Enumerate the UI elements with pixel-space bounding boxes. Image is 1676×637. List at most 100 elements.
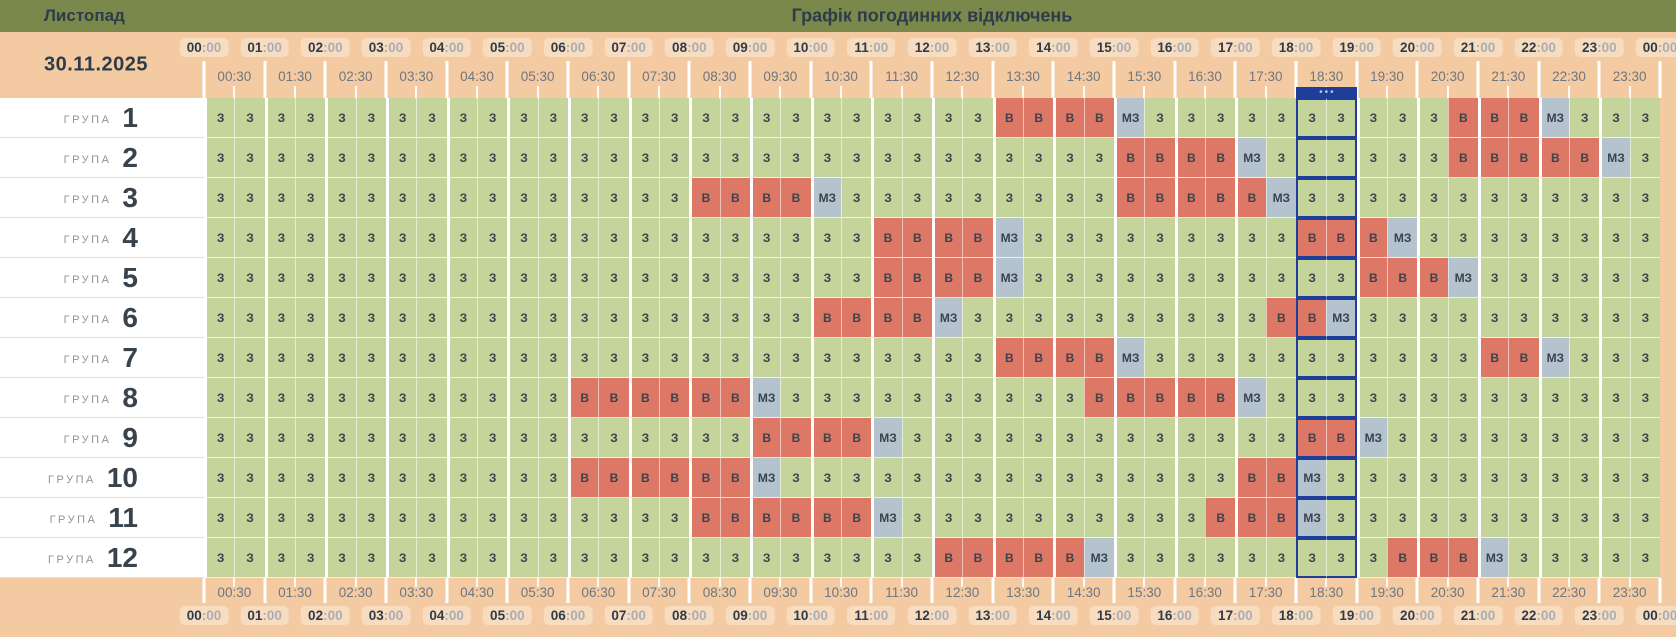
half-hour-label: 18:30 xyxy=(1309,69,1344,84)
group-row-label: ГРУПА 6 xyxy=(0,298,204,338)
group-row-label: ГРУПА 10 xyxy=(0,458,204,498)
schedule-cell: З xyxy=(750,338,781,378)
schedule-cell: З xyxy=(1478,258,1509,298)
schedule-cell: З xyxy=(841,338,872,378)
schedule-cell: З xyxy=(598,298,629,338)
schedule-cell: З xyxy=(1387,378,1418,418)
group-label-text: ГРУПА xyxy=(63,433,112,446)
half-hour-tick xyxy=(415,86,418,98)
hour-tick xyxy=(566,61,570,98)
hour-tick xyxy=(505,61,509,98)
schedule-cell: З xyxy=(1508,218,1539,258)
group-row-label: ГРУПА 8 xyxy=(0,378,204,418)
schedule-cell: МЗ xyxy=(1356,418,1387,458)
schedule-cell: З xyxy=(1144,418,1175,458)
schedule-cell: З xyxy=(537,298,568,338)
schedule-cell: МЗ xyxy=(810,178,841,218)
schedule-cell: З xyxy=(507,138,538,178)
hour-tick xyxy=(1658,578,1662,603)
half-hour-tick xyxy=(1264,578,1267,587)
schedule-cell: З xyxy=(1144,338,1175,378)
hour-label: 02:00 xyxy=(301,38,350,57)
half-hour-tick xyxy=(718,86,721,98)
schedule-cell: З xyxy=(355,458,386,498)
schedule-cell: З xyxy=(507,258,538,298)
group-cells: З З З З З З З З З З З З З З З З З З З З З З В В В В МЗ З З З З З З З З З З З В… xyxy=(204,258,1660,298)
schedule-cell: З xyxy=(325,178,356,218)
schedule-cell: З xyxy=(598,138,629,178)
schedule-cell: З xyxy=(1599,378,1630,418)
schedule-cell: З xyxy=(750,138,781,178)
hour-label: 13:00 xyxy=(968,606,1017,625)
schedule-cell: З xyxy=(507,378,538,418)
schedule-cell: В xyxy=(1417,538,1448,578)
hour-tick xyxy=(445,578,449,603)
hour-tick xyxy=(1597,578,1601,603)
schedule-cell: З xyxy=(750,538,781,578)
schedule-cell: В xyxy=(1447,538,1478,578)
schedule-cell: З xyxy=(1174,98,1205,138)
schedule-cell: З xyxy=(446,98,477,138)
schedule-cell: В xyxy=(962,538,993,578)
schedule-cell: З xyxy=(871,538,902,578)
schedule-cell: В xyxy=(1205,378,1236,418)
half-hour-tick xyxy=(1446,578,1449,587)
schedule-cell: З xyxy=(234,298,265,338)
group-cells: З З З З З З З З З З З З З З З З З З З З В В В В МЗ З З З З З З З З З З В В МЗ… xyxy=(204,298,1660,338)
schedule-cell: З xyxy=(537,178,568,218)
schedule-cell: З xyxy=(264,538,295,578)
schedule-cell: В xyxy=(1508,98,1539,138)
schedule-cell: З xyxy=(992,458,1023,498)
hour-tick xyxy=(748,578,752,603)
group-number: 11 xyxy=(108,501,138,533)
hour-tick xyxy=(505,578,509,603)
schedule-cell: З xyxy=(568,258,599,298)
schedule-cell: З xyxy=(932,498,963,538)
schedule-cell: З xyxy=(1296,138,1327,178)
schedule-cell: З xyxy=(1174,418,1205,458)
schedule-cell: З xyxy=(477,298,508,338)
schedule-cell: З xyxy=(295,178,326,218)
schedule-cell: З xyxy=(446,378,477,418)
hour-label: 04:00 xyxy=(422,38,471,57)
schedule-cell: З xyxy=(1599,458,1630,498)
schedule-cell: З xyxy=(1296,178,1327,218)
schedule-cell: В xyxy=(1205,178,1236,218)
schedule-cell: З xyxy=(234,498,265,538)
schedule-cell: З xyxy=(1265,338,1296,378)
schedule-cell: З xyxy=(1356,338,1387,378)
hour-label: 16:00 xyxy=(1150,606,1199,625)
schedule-cell: З xyxy=(204,298,235,338)
schedule-cell: З xyxy=(1356,298,1387,338)
schedule-cell: З xyxy=(1023,418,1054,458)
half-hour-label: 18:30 xyxy=(1309,585,1344,600)
schedule-cell: З xyxy=(932,378,963,418)
schedule-cell: З xyxy=(689,538,720,578)
schedule-cell: З xyxy=(1447,298,1478,338)
schedule-cell: В xyxy=(1265,458,1296,498)
half-hour-tick xyxy=(1022,86,1024,98)
half-hour-tick xyxy=(900,86,903,98)
schedule-cell: З xyxy=(416,98,447,138)
group-label-text: ГРУПА xyxy=(63,273,112,286)
schedule-cell: З xyxy=(446,538,477,578)
schedule-cell: В xyxy=(1265,498,1296,538)
schedule-cell: З xyxy=(1538,258,1569,298)
schedule-cell: З xyxy=(1235,338,1266,378)
schedule-cell: З xyxy=(204,218,235,258)
schedule-cell: З xyxy=(264,498,295,538)
group-cells: З З З З З З З З З З З З З З З З З З З З З З З З З З В В В В МЗ З З З З З З З З… xyxy=(204,98,1660,138)
schedule-cell: З xyxy=(871,178,902,218)
schedule-cell: З xyxy=(962,98,993,138)
schedule-cell: З xyxy=(355,538,386,578)
half-hour-tick xyxy=(1264,86,1267,98)
schedule-cell: З xyxy=(1326,178,1357,218)
half-hour-label: 21:30 xyxy=(1491,69,1526,84)
schedule-cell: В xyxy=(1053,98,1084,138)
hour-label: 08:00 xyxy=(665,38,714,57)
top-timeline: ••• 00:00 01:00 02:00 03:00 04:00 05:00 06:00 0… xyxy=(179,32,1676,98)
schedule-cell: З xyxy=(1174,458,1205,498)
hour-tick xyxy=(1476,578,1480,603)
schedule-cell: З xyxy=(1447,418,1478,458)
schedule-cell: З xyxy=(234,338,265,378)
